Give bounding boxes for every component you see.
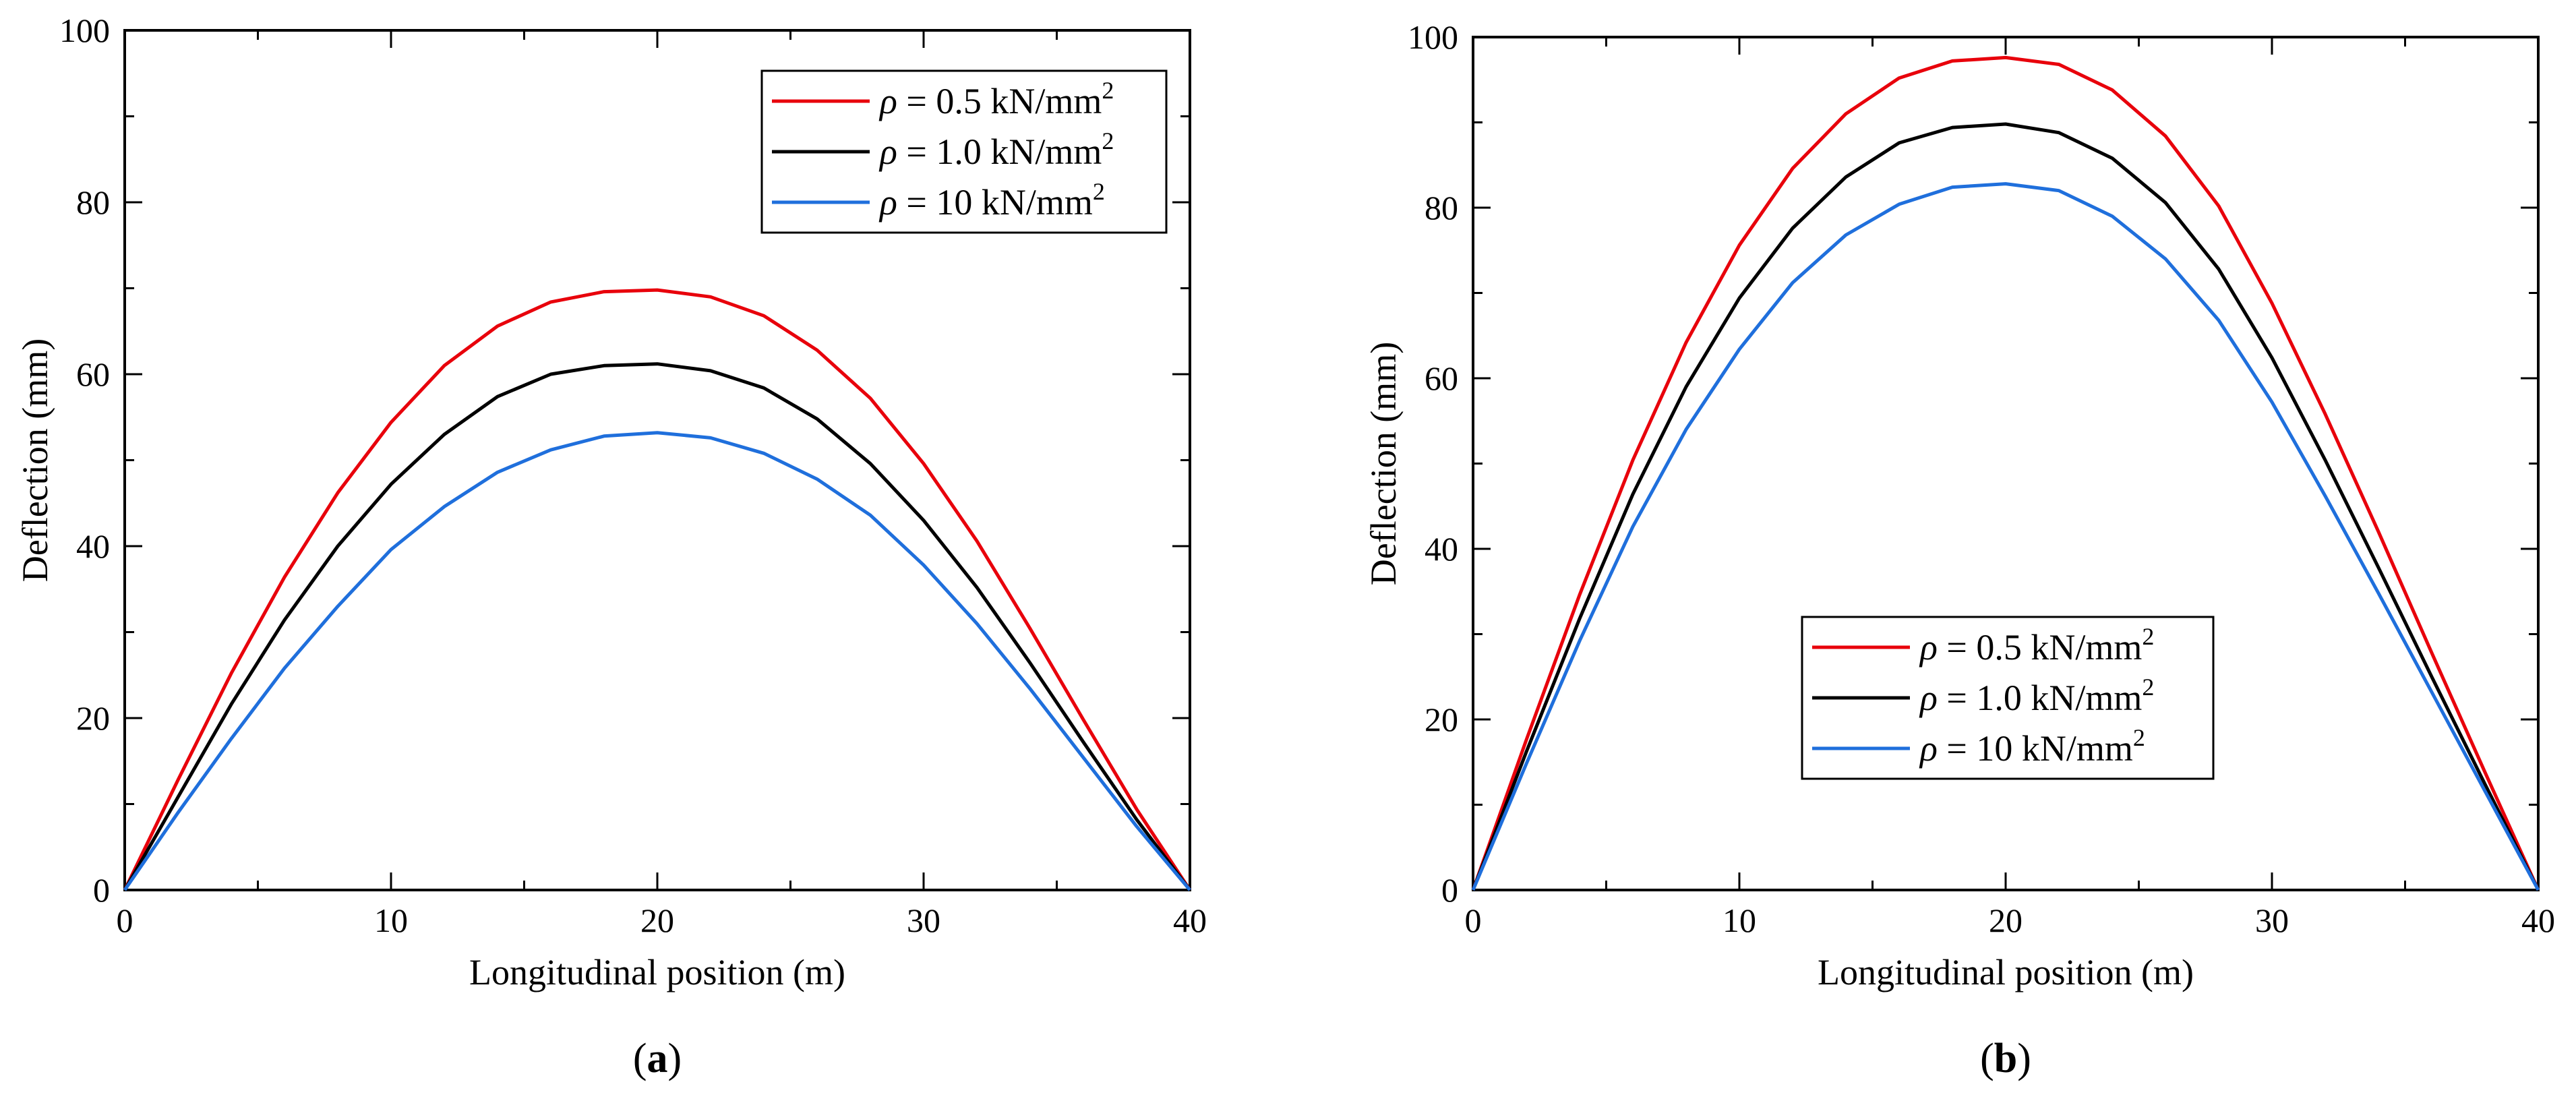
y-tick-label: 60: [1425, 359, 1458, 397]
panel-label-open: (: [1980, 1036, 1994, 1081]
legend-label-3: ρ = 10 kN/mm2: [1919, 724, 2145, 769]
y-tick-label: 100: [59, 11, 110, 49]
y-tick-label: 0: [93, 871, 110, 909]
series-line-3: [123, 431, 1191, 891]
panel-label: (b): [1980, 1036, 2031, 1081]
legend-rho-symbol: ρ: [1919, 627, 1938, 668]
x-tick-label: 0: [117, 901, 133, 939]
series-line-2: [1471, 122, 2540, 891]
y-tick-label: 20: [76, 699, 110, 737]
legend-rho-symbol: ρ: [878, 81, 897, 121]
legend-superscript: 2: [1102, 127, 1114, 154]
series-line-1: [1471, 55, 2540, 891]
legend-value-text: = 10 kN/mm: [1938, 728, 2133, 769]
panel-label-open: (: [633, 1036, 647, 1081]
series-line-3: [1471, 182, 2540, 891]
legend-superscript: 2: [2133, 724, 2145, 751]
panel-label-close: ): [668, 1036, 682, 1081]
legend-rho-symbol: ρ: [1919, 678, 1938, 718]
x-tick-label: 40: [2521, 901, 2555, 939]
x-tick-label: 20: [1989, 901, 2023, 939]
panel-label-letter: b: [1994, 1036, 2017, 1081]
legend-label-2: ρ = 1.0 kN/mm2: [878, 127, 1114, 172]
legend-label-2: ρ = 1.0 kN/mm2: [1919, 674, 2154, 718]
legend-rho-symbol: ρ: [1919, 728, 1938, 769]
y-axis-label: Deflection (mm): [15, 338, 55, 582]
legend-value-text: = 10 kN/mm: [897, 182, 1093, 223]
legend-value-text: = 1.0 kN/mm: [897, 131, 1102, 172]
legend-label-3: ρ = 10 kN/mm2: [878, 178, 1105, 223]
x-tick-label: 10: [1723, 901, 1756, 939]
x-tick-label: 0: [1465, 901, 1482, 939]
legend-superscript: 2: [2142, 623, 2154, 650]
y-tick-label: 80: [76, 183, 110, 221]
panel-label-letter: a: [647, 1036, 668, 1081]
y-tick-label: 100: [1408, 18, 1458, 56]
legend-rho-symbol: ρ: [878, 131, 897, 172]
chart-panel-b: 0 10 20 30 40 0 20 40 60 80 100 Longitudinal positi…: [1363, 18, 2555, 1081]
y-tick-label: 80: [1425, 189, 1458, 227]
legend-label-1: ρ = 0.5 kN/mm2: [878, 77, 1114, 121]
legend-value-text: = 1.0 kN/mm: [1938, 678, 2142, 718]
y-tick-label: 0: [1441, 871, 1458, 909]
x-tick-label: 30: [907, 901, 940, 939]
legend-value-text: = 0.5 kN/mm: [897, 81, 1102, 121]
legend-label-1: ρ = 0.5 kN/mm2: [1919, 623, 2154, 668]
y-tick-label: 60: [76, 355, 110, 393]
panel-label-close: ): [2017, 1036, 2031, 1081]
x-axis-label: Longitudinal position (m): [469, 952, 845, 992]
y-axis-label: Deflection (mm): [1363, 342, 1404, 585]
legend-superscript: 2: [1102, 77, 1114, 104]
series-line-2: [123, 362, 1191, 891]
y-tick-label: 40: [76, 527, 110, 565]
y-tick-label: 20: [1425, 701, 1458, 738]
x-tick-label: 20: [640, 901, 674, 939]
x-axis-label: Longitudinal position (m): [1818, 952, 2194, 992]
legend-value-text: = 0.5 kN/mm: [1938, 627, 2142, 668]
series-line-1: [123, 288, 1192, 891]
legend-superscript: 2: [2142, 674, 2154, 701]
x-tick-label: 40: [1173, 901, 1207, 939]
legend-superscript: 2: [1093, 178, 1105, 205]
x-tick-label: 10: [374, 901, 408, 939]
legend-rho-symbol: ρ: [878, 182, 897, 223]
x-tick-label: 30: [2255, 901, 2289, 939]
panel-label: (a): [633, 1036, 682, 1081]
y-tick-label: 40: [1425, 530, 1458, 568]
chart-panel-a: 0 10 20 30 40 0 20 40 60 80 100 Longitudinal positi…: [15, 11, 1207, 1081]
